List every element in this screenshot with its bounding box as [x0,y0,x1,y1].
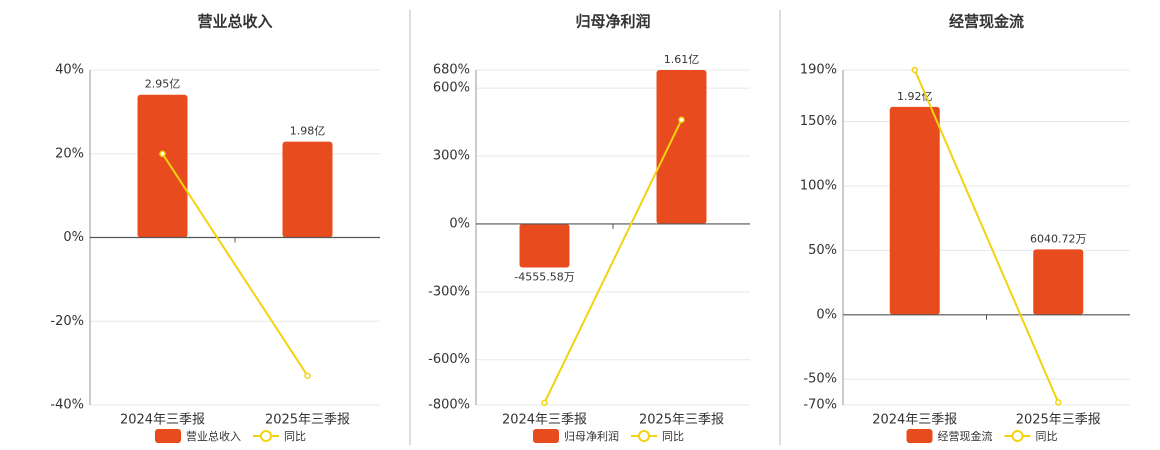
chart-panel: 营业总收入 -40% -20% 0% 20% 40% 2024年三季报 2025年三季报 2.9… [50,13,380,443]
data-label: 1.98亿 [290,125,326,138]
x-tick-label: 2024年三季报 [872,413,957,428]
y-tick-label: 0% [816,307,837,322]
bar [137,94,188,238]
y-tick-label: -800% [428,398,470,413]
data-label: -4555.58万 [514,270,574,283]
line-marker [541,399,548,406]
data-label: 2.95亿 [145,78,181,91]
legend-label: 同比 [284,430,306,443]
bar [519,223,570,268]
y-tick-label: 20% [55,146,84,161]
data-label: 6040.72万 [1030,232,1087,245]
x-tick-label: 2024年三季报 [502,413,587,428]
chart-title: 营业总收入 [197,13,272,31]
y-tick-label: 150% [800,114,837,129]
legend-label: 归母净利润 [564,429,619,443]
bar [889,106,940,315]
y-tick-label: 100% [800,178,837,193]
bar [282,141,333,238]
y-tick-label: 40% [55,63,84,78]
line [543,119,683,404]
data-label: 1.92亿 [897,90,933,103]
x-tick-label: 2025年三季报 [1016,413,1101,428]
x-tick-label: 2025年三季报 [265,413,350,428]
y-tick-label: 50% [808,243,837,258]
line-marker [911,66,918,74]
y-tick-label: 0% [449,216,470,231]
y-tick-label: -300% [428,284,470,299]
legend-swatch [533,429,559,443]
chart-panel: 归母净利润 -800% -600% -300% 0% 300% 600% 680% 2024年三… [428,13,750,443]
legend-swatch [260,430,272,442]
legend-label: 经营现金流 [938,429,993,443]
line-marker [678,116,685,124]
chart-title: 经营现金流 [949,13,1024,31]
chart-panel: 经营现金流 -70% -50% 0% 50% 100% 150% 190% 2024年三季报 20… [800,13,1130,443]
y-tick-label: 190% [800,63,837,78]
data-label: 1.61亿 [664,53,700,66]
legend-swatch [906,429,933,443]
y-tick-label: 680% [433,63,470,78]
y-tick-label: -50% [803,372,837,387]
bar [656,70,707,224]
y-tick-label: -40% [50,398,84,413]
y-tick-label: -20% [50,314,84,329]
legend-label: 同比 [1036,430,1058,443]
y-tick-label: 0% [63,230,84,245]
x-tick-label: 2025年三季报 [639,413,724,428]
legend-swatch [638,430,650,442]
line [161,153,309,377]
line-marker [304,372,311,379]
legend-swatch [155,429,181,443]
bar [1033,249,1084,315]
y-tick-label: -70% [803,398,837,413]
line-marker [1055,399,1062,406]
line-marker [159,150,166,157]
y-tick-label: 600% [433,81,470,96]
y-tick-label: -600% [428,352,470,367]
legend-swatch [1011,430,1024,442]
x-tick-label: 2024年三季报 [120,413,205,428]
legend-label: 营业总收入 [186,429,241,443]
legend-label: 同比 [662,430,684,443]
chart-title: 归母净利润 [575,13,650,31]
y-tick-label: 300% [433,149,470,164]
line [913,69,1060,403]
